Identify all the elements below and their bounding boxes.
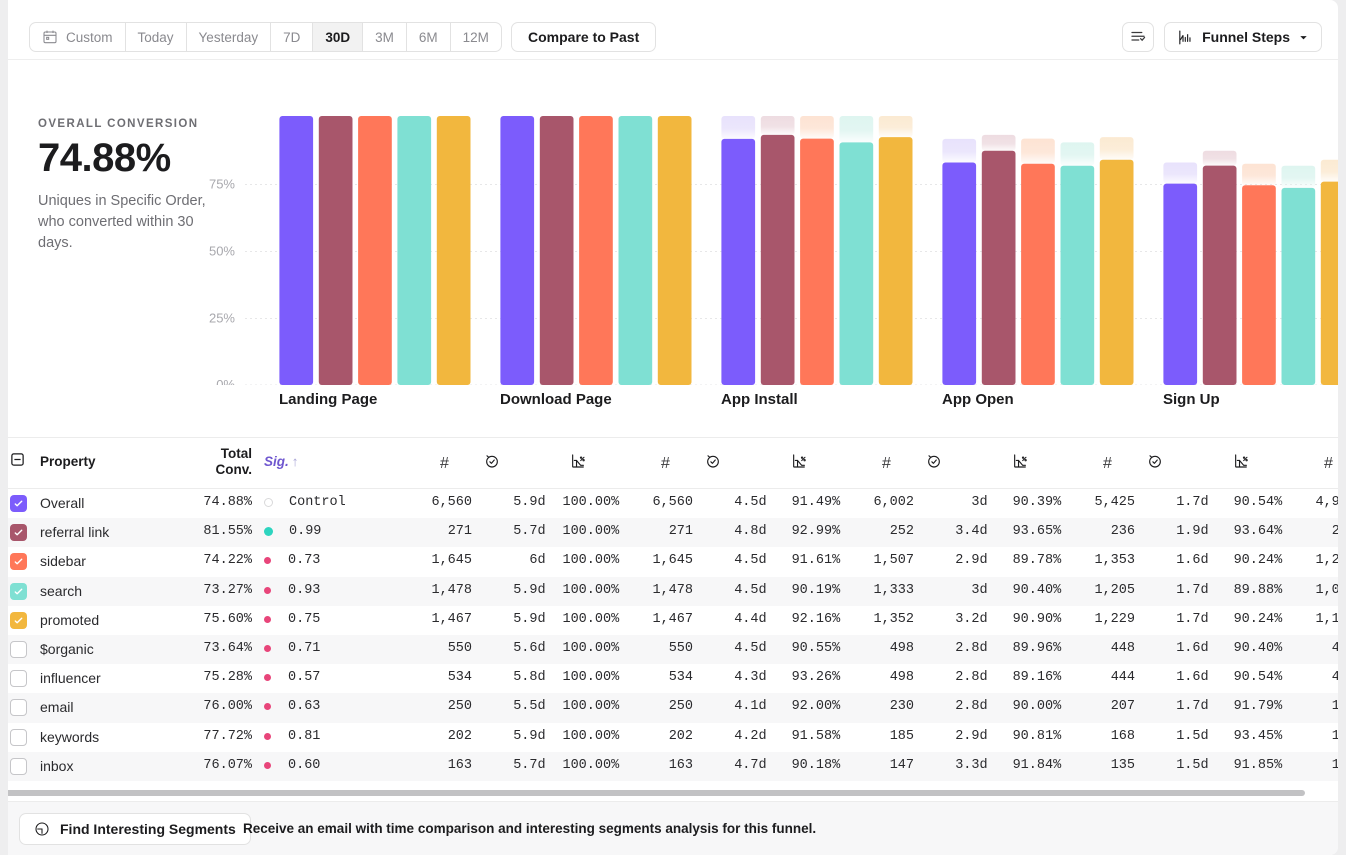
svg-text:50%: 50% <box>209 244 235 259</box>
svg-text:25%: 25% <box>209 311 235 326</box>
svg-text:75%: 75% <box>209 177 235 192</box>
svg-text:0%: 0% <box>216 377 235 385</box>
